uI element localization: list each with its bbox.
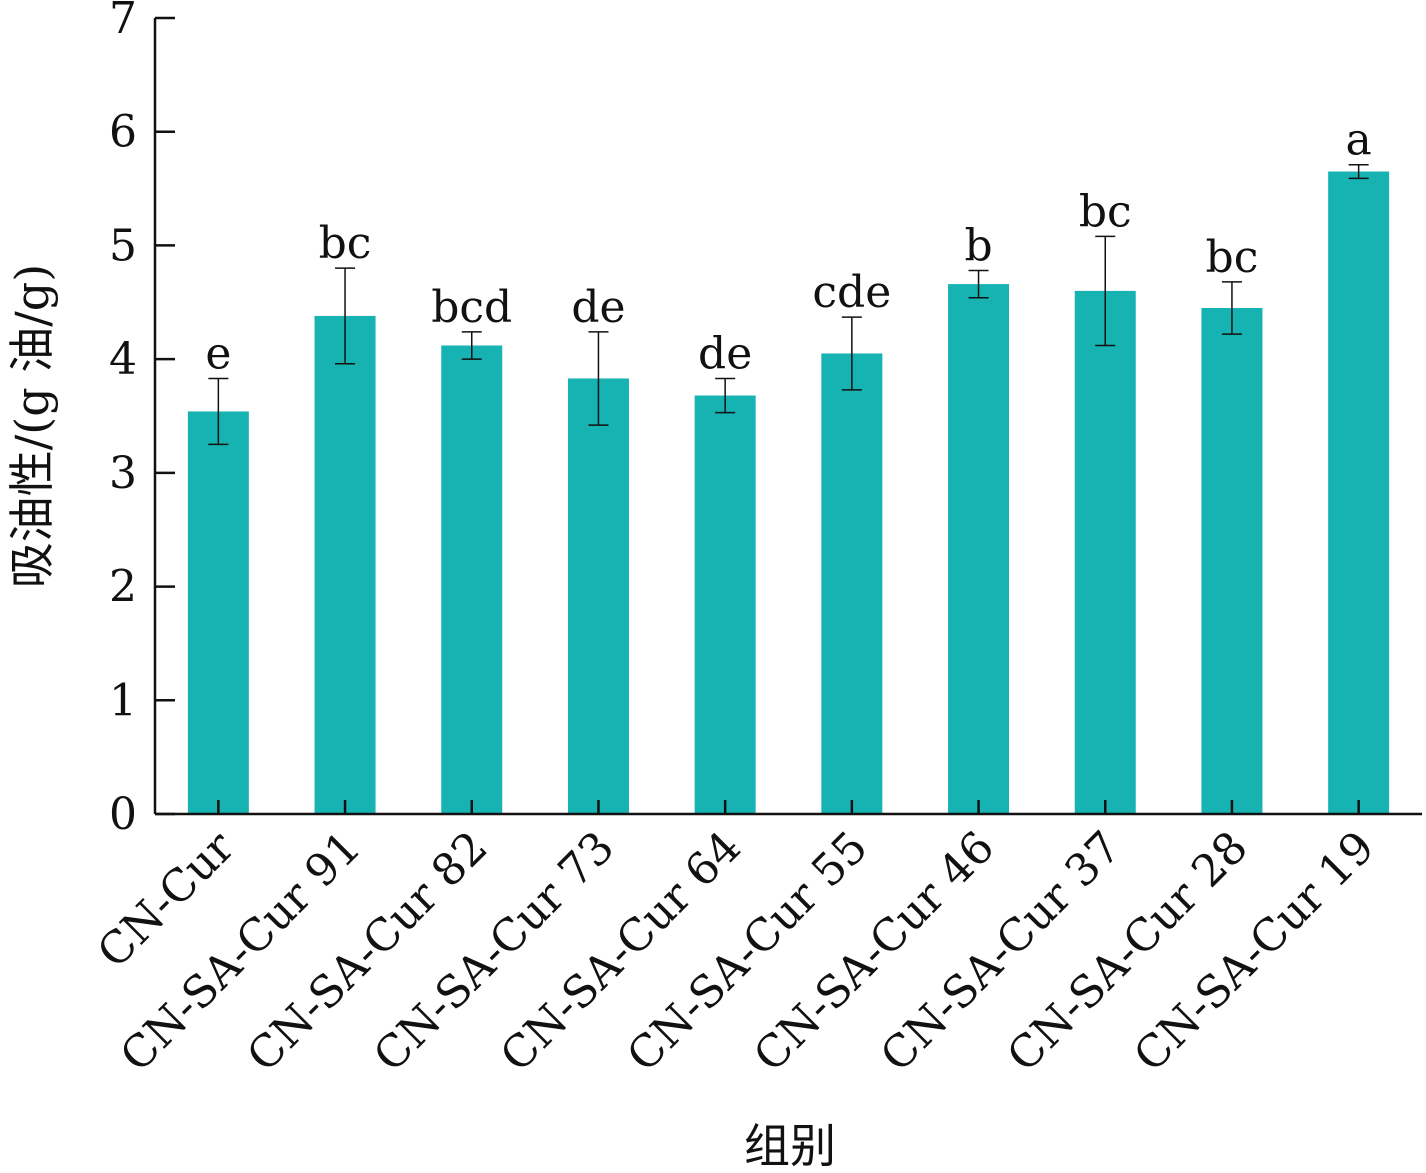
y-tick-label: 7 — [109, 0, 137, 44]
error-bar — [968, 269, 989, 299]
significance-label: bc — [319, 218, 372, 269]
y-axis-title: 吸油性/(g 油/g) — [5, 264, 59, 588]
significance-label: b — [964, 220, 992, 271]
significance-label: bcd — [431, 282, 512, 333]
error-bars — [208, 163, 1369, 446]
error-bar — [588, 331, 609, 426]
bar — [441, 345, 503, 814]
bar — [1201, 307, 1263, 814]
significance-label: bc — [1079, 186, 1132, 237]
significance-label: de — [698, 328, 752, 379]
y-tick-label: 2 — [109, 562, 137, 613]
bar — [567, 378, 629, 814]
significance-labels: e bc bcd de de cde b bc bc a — [205, 115, 1371, 380]
bar — [187, 411, 249, 814]
y-tick-label: 4 — [109, 334, 137, 385]
bar — [314, 315, 376, 814]
significance-label: bc — [1206, 232, 1259, 283]
bar — [948, 284, 1010, 814]
error-bar — [841, 316, 862, 391]
bar — [1074, 290, 1136, 814]
bars — [187, 171, 1390, 814]
y-axis-ticks: 0 1 2 3 4 5 6 7 — [109, 0, 175, 840]
bar — [694, 395, 756, 814]
y-tick-label: 0 — [109, 789, 137, 840]
x-axis-title: 组别 — [744, 1119, 836, 1173]
error-bar — [1348, 163, 1369, 180]
y-tick-label: 1 — [109, 675, 137, 726]
significance-label: e — [205, 328, 231, 379]
error-bar — [461, 331, 482, 360]
error-bar — [208, 377, 229, 446]
bar — [821, 353, 883, 814]
error-bar — [1095, 235, 1116, 347]
bar — [1328, 171, 1390, 814]
error-bar — [335, 267, 356, 365]
significance-label: a — [1346, 115, 1372, 166]
y-tick-label: 6 — [109, 107, 137, 158]
significance-label: cde — [812, 267, 891, 318]
y-tick-label: 5 — [109, 220, 137, 271]
significance-label: de — [571, 282, 625, 333]
error-bar — [1221, 281, 1242, 335]
error-bar — [715, 377, 736, 414]
y-tick-label: 3 — [109, 448, 137, 499]
